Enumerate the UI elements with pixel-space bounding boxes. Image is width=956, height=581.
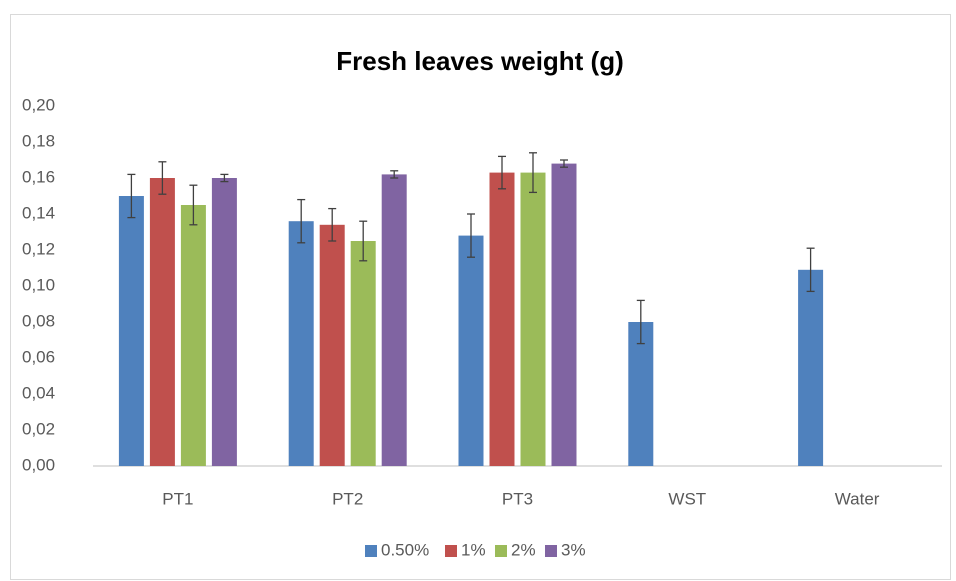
bar: [118, 196, 144, 466]
error-bar: [297, 198, 306, 244]
bar: [458, 235, 484, 466]
y-tick-label: 0,14: [22, 203, 55, 222]
y-tick-label: 0,10: [22, 275, 55, 294]
legend-label: 2%: [511, 540, 536, 559]
bar: [551, 163, 577, 466]
bar: [381, 174, 407, 466]
y-tick-label: 0,18: [22, 131, 55, 150]
y-tick-label: 0,08: [22, 311, 55, 330]
bar: [288, 221, 314, 466]
bar: [628, 322, 654, 466]
x-tick-label: PT1: [162, 489, 193, 508]
legend-swatch: [545, 545, 557, 557]
error-bar: [636, 299, 645, 345]
x-tick-label: PT3: [502, 489, 533, 508]
error-bar: [806, 247, 815, 293]
error-bar: [158, 161, 167, 195]
error-bar: [529, 152, 537, 194]
bar: [489, 172, 515, 466]
bar: [520, 172, 546, 466]
bar: [180, 205, 206, 466]
x-tick-label: WST: [668, 489, 706, 508]
error-bar: [189, 184, 198, 226]
error-bar: [390, 170, 399, 179]
legend-swatch: [445, 545, 457, 557]
legend-swatch: [365, 545, 377, 557]
error-bar: [127, 173, 136, 219]
bar: [350, 241, 376, 466]
bar: [319, 224, 345, 466]
y-tick-label: 0,20: [22, 95, 55, 114]
x-tick-label: PT2: [332, 489, 363, 508]
bar: [149, 178, 175, 466]
chart-title: Fresh leaves weight (g): [336, 46, 624, 76]
error-bar: [467, 213, 475, 258]
legend-label: 0.50%: [381, 540, 429, 559]
y-tick-label: 0,04: [22, 383, 55, 402]
bar: [798, 269, 824, 466]
legend-label: 1%: [461, 540, 486, 559]
error-bar: [498, 155, 506, 190]
bar: [211, 178, 237, 466]
legend-label: 3%: [561, 540, 586, 559]
error-bar: [328, 207, 337, 242]
y-tick-label: 0,00: [22, 455, 55, 474]
y-tick-label: 0,16: [22, 167, 55, 186]
y-tick-label: 0,02: [22, 419, 55, 438]
y-tick-label: 0,12: [22, 239, 55, 258]
error-bar: [359, 220, 368, 262]
legend-swatch: [495, 545, 507, 557]
x-tick-label: Water: [835, 489, 880, 508]
error-bar: [560, 159, 568, 168]
error-bar: [220, 173, 229, 183]
y-tick-label: 0,06: [22, 347, 55, 366]
